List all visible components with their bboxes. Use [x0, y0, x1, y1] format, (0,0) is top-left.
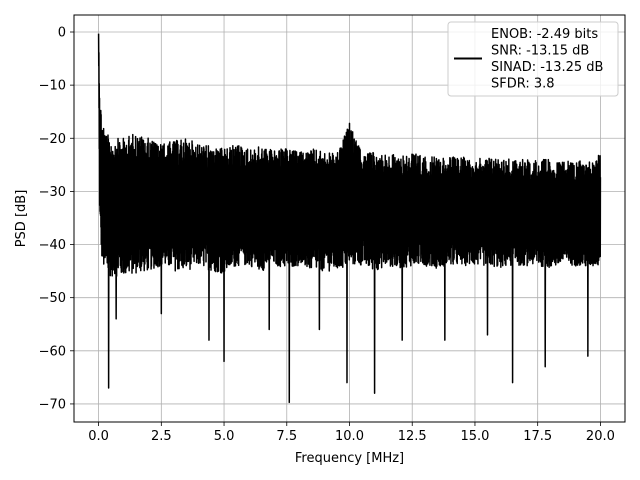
y-tick-label: −30	[39, 185, 66, 200]
series-layer	[97, 33, 602, 404]
x-tick-label: 10.0	[335, 429, 364, 444]
x-axis-label: Frequency [MHz]	[295, 451, 404, 466]
x-axis: 0.0 2.5 5.0 7.5 10.0 12.5 15.0 17.5 20.0	[88, 422, 615, 444]
x-tick-label: 7.5	[276, 429, 297, 444]
y-tick-label: −40	[39, 238, 66, 253]
x-tick-label: 17.5	[523, 429, 552, 444]
x-tick-label: 0.0	[88, 429, 109, 444]
y-tick-label: −10	[39, 79, 66, 94]
legend: ENOB: -2.49 bits SNR: -13.15 dB SINAD: -…	[447, 21, 619, 97]
y-axis-label: PSD [dB]	[14, 190, 29, 248]
x-tick-label: 15.0	[460, 429, 489, 444]
x-tick-label: 2.5	[151, 429, 172, 444]
legend-line-3: SINAD: -13.25 dB	[491, 60, 603, 75]
psd-series-line	[97, 33, 602, 404]
legend-line-2: SNR: -13.15 dB	[491, 44, 589, 59]
y-tick-label: −70	[39, 397, 66, 412]
y-tick-label: −50	[39, 291, 66, 306]
legend-box	[447, 21, 619, 97]
x-tick-label: 12.5	[398, 429, 427, 444]
x-tick-label: 5.0	[214, 429, 235, 444]
legend-line-4: SFDR: 3.8	[491, 77, 555, 92]
y-tick-label: −20	[39, 132, 66, 147]
legend-line-1: ENOB: -2.49 bits	[491, 27, 598, 42]
y-tick-label: 0	[58, 26, 66, 41]
plot-area	[97, 33, 602, 404]
x-tick-label: 20.0	[586, 429, 615, 444]
y-tick-label: −60	[39, 344, 66, 359]
y-axis: 0 −10 −20 −30 −40 −50 −60 −70	[39, 26, 74, 412]
